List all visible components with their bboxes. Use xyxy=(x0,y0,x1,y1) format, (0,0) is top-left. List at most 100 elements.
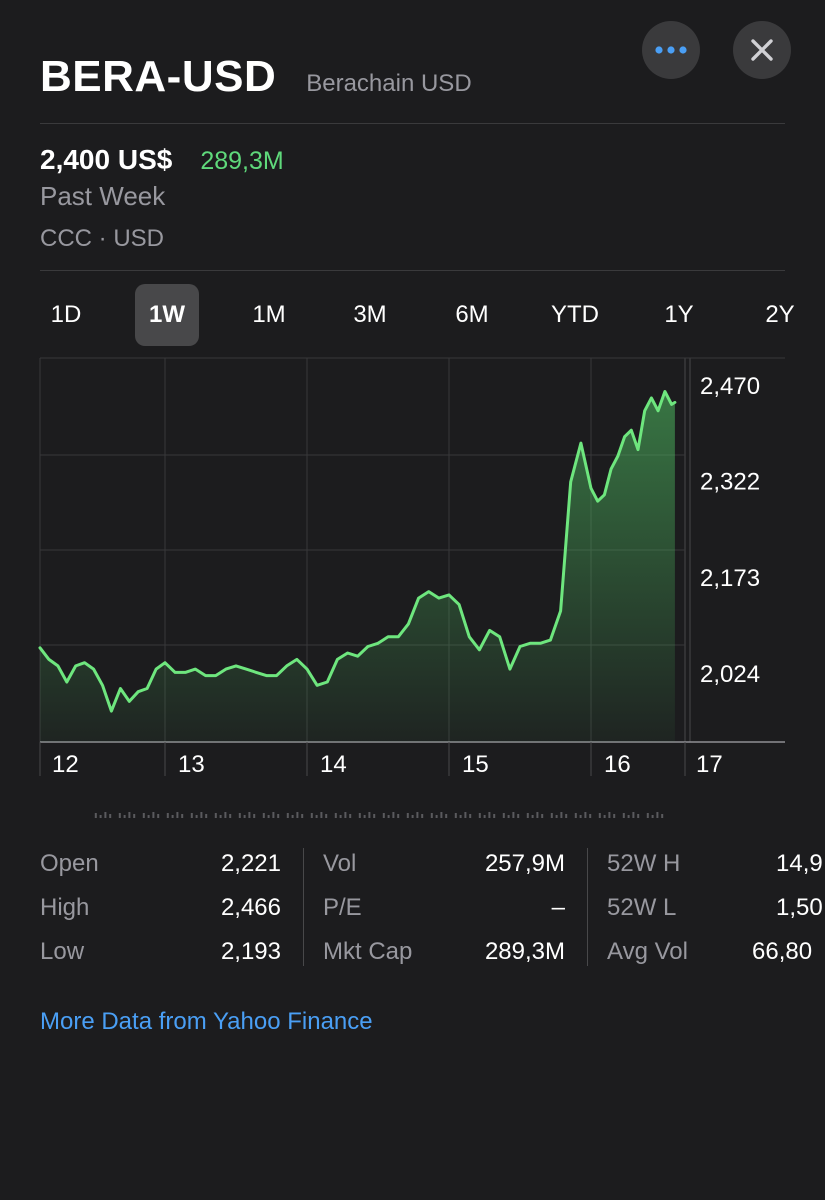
volume-bar xyxy=(171,815,174,818)
quote-header: BERA-USD Berachain USD xyxy=(40,52,472,102)
volume-bar xyxy=(128,812,131,818)
volume-bar xyxy=(579,815,582,818)
volume-bar xyxy=(248,812,251,818)
volume-bar xyxy=(373,814,376,818)
exchange-label: CCC · USD xyxy=(40,225,164,252)
volume-strip xyxy=(94,812,664,818)
volume-bar xyxy=(243,815,246,818)
volume-bar xyxy=(147,815,150,818)
volume-bar xyxy=(387,815,390,818)
volume-bar xyxy=(454,813,457,818)
volume-bar xyxy=(531,815,534,818)
more-options-button[interactable] xyxy=(642,21,700,79)
x-tick-label: 14 xyxy=(320,751,347,778)
volume-bar xyxy=(325,814,328,818)
ticker-symbol: BERA-USD xyxy=(40,52,277,101)
y-tick-label: 2,322 xyxy=(700,469,760,496)
stats-separator xyxy=(303,848,304,966)
current-price: 2,400 US$ xyxy=(40,144,173,175)
tab-2y[interactable]: 2Y xyxy=(765,301,795,328)
volume-bar xyxy=(646,813,649,818)
low-label: Low xyxy=(40,938,85,965)
volume-bar xyxy=(627,815,630,818)
yahoo-finance-link[interactable]: More Data from Yahoo Finance xyxy=(40,1008,373,1035)
volume-bar xyxy=(632,812,635,818)
volume-bar xyxy=(464,812,467,818)
volume-bar xyxy=(584,812,587,818)
volume-bar xyxy=(301,814,304,818)
volume-bar xyxy=(622,813,625,818)
volume-bar xyxy=(315,815,318,818)
volume-bar xyxy=(469,814,472,818)
volume-bar xyxy=(94,813,97,818)
close-button[interactable] xyxy=(733,21,791,79)
volume-bar xyxy=(541,814,544,818)
high-label: High xyxy=(40,894,90,921)
volume-bar xyxy=(296,812,299,818)
volume-bar xyxy=(195,815,198,818)
volume-bar xyxy=(493,814,496,818)
vol-value: 257,9M xyxy=(484,850,565,877)
volume-bar xyxy=(459,815,462,818)
volume-bar xyxy=(656,812,659,818)
volume-bar xyxy=(253,814,256,818)
volume-bar xyxy=(344,812,347,818)
tab-ytd[interactable]: YTD xyxy=(551,301,599,328)
volume-bar xyxy=(118,813,121,818)
volume-bar xyxy=(291,815,294,818)
volume-bar xyxy=(238,813,241,818)
tab-6m[interactable]: 6M xyxy=(455,301,489,328)
price-line xyxy=(38,390,677,713)
volume-bar xyxy=(406,813,409,818)
x-tick-label: 12 xyxy=(52,751,79,778)
x-tick-label: 16 xyxy=(604,751,631,778)
volume-bar xyxy=(416,812,419,818)
volume-bar xyxy=(613,814,616,818)
volume-bar xyxy=(99,815,102,818)
volume-bar xyxy=(565,814,568,818)
open-label: Open xyxy=(40,850,99,877)
volume-bar xyxy=(440,812,443,818)
volume-bar xyxy=(560,812,563,818)
volume-bar xyxy=(310,813,313,818)
avgvol-value: 66,80 xyxy=(752,938,813,965)
y-tick-label: 2,470 xyxy=(700,373,760,400)
volume-bar xyxy=(320,812,323,818)
tab-1w[interactable]: 1W xyxy=(135,284,199,346)
volume-bar xyxy=(488,812,491,818)
period-label: Past Week xyxy=(40,181,166,211)
volume-bar xyxy=(142,813,145,818)
price-chart[interactable]: 2,470 2,322 2,173 2,024 12 13 14 15 16 17 xyxy=(0,355,825,825)
x-tick-label: 15 xyxy=(462,751,489,778)
tab-1m[interactable]: 1M xyxy=(252,301,286,328)
open-value: 2,221 xyxy=(220,850,281,877)
tab-1y[interactable]: 1Y xyxy=(664,301,694,328)
company-name: Berachain USD xyxy=(306,70,472,97)
volume-bar xyxy=(277,814,280,818)
tab-1d[interactable]: 1D xyxy=(50,301,82,328)
w52h-label: 52W H xyxy=(607,850,681,877)
volume-bar xyxy=(123,815,126,818)
volume-bar xyxy=(589,814,592,818)
volume-bar xyxy=(661,814,664,818)
w52l-label: 52W L xyxy=(607,894,677,921)
volume-bar xyxy=(109,814,112,818)
header-divider xyxy=(40,123,785,124)
volume-bar xyxy=(651,815,654,818)
volume-bar xyxy=(435,815,438,818)
volume-bar xyxy=(190,813,193,818)
tab-3m[interactable]: 3M xyxy=(353,301,387,328)
volume-bar xyxy=(555,815,558,818)
volume-bar xyxy=(536,812,539,818)
price-row: 2,400 US$ 289,3M xyxy=(40,144,284,176)
w52h-value: 14,9 xyxy=(776,850,823,877)
volume-bar xyxy=(339,815,342,818)
volume-bar xyxy=(608,812,611,818)
pe-label: P/E xyxy=(323,894,362,921)
y-tick-label: 2,024 xyxy=(700,661,760,688)
volume-bar xyxy=(550,813,553,818)
volume-bar xyxy=(349,814,352,818)
ellipsis-icon xyxy=(655,46,687,54)
w52l-value: 1,50 xyxy=(776,894,823,921)
volume-bar xyxy=(152,812,155,818)
